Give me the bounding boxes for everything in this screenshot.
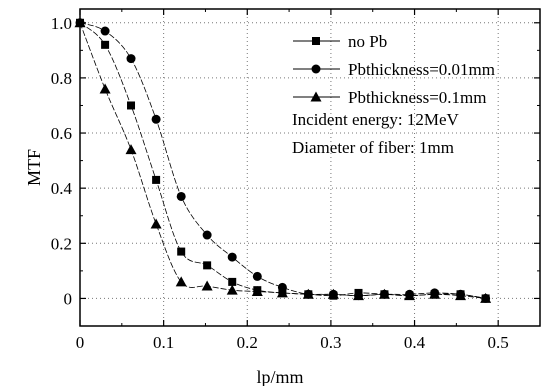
data-point-circle-4 bbox=[176, 191, 186, 201]
data-point-triangle-11 bbox=[353, 290, 365, 301]
data-point-triangle-2 bbox=[125, 144, 137, 155]
y-tick-label-4: 0.8 bbox=[51, 69, 72, 88]
grid-layer bbox=[80, 9, 540, 326]
data-point-triangle-4 bbox=[175, 276, 187, 287]
data-point-triangle-6 bbox=[226, 284, 238, 295]
data-point-triangle-10 bbox=[327, 288, 339, 299]
y-tick-label-1: 0.2 bbox=[51, 234, 72, 253]
x-tick-label-5: 0.5 bbox=[488, 333, 509, 352]
x-tick-label-1: 0.1 bbox=[153, 333, 174, 352]
data-point-triangle-1 bbox=[99, 83, 111, 94]
series-layer bbox=[74, 17, 492, 303]
x-tick-label-0: 0 bbox=[76, 333, 85, 352]
data-point-circle-3 bbox=[151, 114, 161, 124]
y-tick-label-5: 1.0 bbox=[51, 14, 72, 33]
data-point-triangle-13 bbox=[404, 290, 416, 301]
data-point-circle-6 bbox=[227, 252, 237, 262]
data-point-circle-7 bbox=[252, 271, 262, 281]
legend-marker-circle bbox=[311, 64, 321, 74]
data-point-circle-1 bbox=[100, 26, 110, 36]
x-tick-label-4: 0.4 bbox=[404, 333, 426, 352]
y-axis-title: MTF bbox=[24, 149, 44, 186]
data-point-square-5 bbox=[203, 261, 212, 270]
data-point-square-1 bbox=[101, 40, 110, 49]
data-point-triangle-0 bbox=[74, 17, 86, 28]
y-tick-label-2: 0.4 bbox=[51, 179, 73, 198]
tick-layer: 0 0.1 0.2 0.3 0.4 0.5 0 0.2 0.4 0.6 0.8 1.0 bbox=[51, 9, 541, 352]
data-point-triangle-7 bbox=[251, 286, 263, 297]
data-point-square-2 bbox=[127, 101, 136, 110]
legend: no Pb Pbthickness=0.01mm Pbthickness=0.1mm bbox=[293, 32, 495, 107]
legend-marker-square bbox=[312, 37, 320, 45]
data-point-square-3 bbox=[152, 175, 161, 184]
y-tick-label-3: 0.6 bbox=[51, 124, 72, 143]
data-point-triangle-8 bbox=[276, 287, 288, 298]
annotation-fiber-diameter: Diameter of fiber: 1mm bbox=[292, 138, 454, 157]
data-point-circle-2 bbox=[126, 54, 136, 64]
data-point-triangle-14 bbox=[429, 288, 441, 299]
legend-label-triangle: Pbthickness=0.1mm bbox=[348, 88, 487, 107]
x-tick-label-2: 0.2 bbox=[237, 333, 258, 352]
data-point-triangle-9 bbox=[302, 288, 314, 299]
data-point-triangle-15 bbox=[455, 290, 467, 301]
data-point-triangle-16 bbox=[480, 292, 492, 303]
y-tick-label-0: 0 bbox=[64, 289, 73, 308]
data-point-square-6 bbox=[228, 277, 237, 286]
series-triangle bbox=[74, 17, 492, 303]
data-point-triangle-12 bbox=[378, 288, 390, 299]
data-point-square-4 bbox=[177, 247, 186, 256]
data-point-circle-8 bbox=[277, 282, 287, 292]
x-tick-label-3: 0.3 bbox=[320, 333, 341, 352]
x-axis-title: lp/mm bbox=[256, 367, 303, 386]
legend-marker-triangle bbox=[310, 91, 322, 102]
data-point-triangle-3 bbox=[150, 218, 162, 229]
plot-frame bbox=[79, 8, 541, 327]
annotation-incident-energy: Incident energy: 12MeV bbox=[292, 110, 460, 129]
legend-label-circle: Pbthickness=0.01mm bbox=[348, 60, 495, 79]
data-point-circle-5 bbox=[202, 230, 212, 240]
data-point-triangle-5 bbox=[201, 280, 213, 291]
legend-label-square: no Pb bbox=[348, 32, 387, 51]
